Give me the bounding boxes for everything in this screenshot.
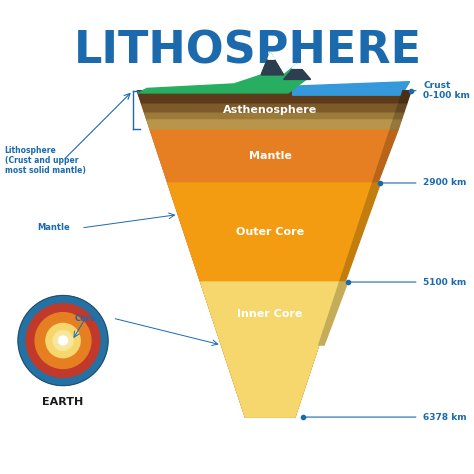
Text: Asthenosphere: Asthenosphere — [223, 105, 317, 115]
Circle shape — [53, 331, 73, 350]
Polygon shape — [390, 120, 401, 129]
Polygon shape — [399, 91, 411, 104]
Text: Core: Core — [74, 313, 97, 322]
Circle shape — [49, 313, 67, 331]
Text: Crust
0-100 km: Crust 0-100 km — [423, 81, 470, 100]
Text: Outer Core: Outer Core — [236, 228, 304, 237]
Text: 6378 km: 6378 km — [423, 412, 467, 421]
Text: 5100 km: 5100 km — [423, 277, 466, 286]
Polygon shape — [268, 53, 274, 59]
Polygon shape — [138, 53, 306, 93]
Text: Mantle: Mantle — [249, 151, 292, 161]
Text: Inner Core: Inner Core — [237, 309, 303, 319]
Circle shape — [35, 313, 91, 368]
Circle shape — [46, 323, 80, 358]
Polygon shape — [373, 129, 398, 183]
Circle shape — [26, 304, 100, 377]
Text: LITHOSPHERE: LITHOSPHERE — [73, 30, 422, 73]
Text: Mantle: Mantle — [37, 224, 71, 232]
Polygon shape — [137, 91, 403, 104]
Text: Lithosphere
(Crust and upper
most solid mantle): Lithosphere (Crust and upper most solid … — [4, 146, 85, 175]
Circle shape — [18, 295, 108, 385]
Circle shape — [70, 320, 92, 343]
Polygon shape — [145, 113, 395, 120]
Circle shape — [58, 336, 67, 345]
Polygon shape — [319, 282, 348, 345]
Text: EARTH: EARTH — [42, 397, 83, 407]
Polygon shape — [390, 91, 411, 129]
Polygon shape — [395, 104, 407, 113]
Circle shape — [55, 332, 71, 349]
Circle shape — [34, 338, 65, 370]
Text: 2900 km: 2900 km — [423, 179, 466, 188]
Polygon shape — [261, 53, 283, 75]
Polygon shape — [142, 104, 399, 113]
Polygon shape — [147, 120, 393, 129]
Polygon shape — [292, 82, 410, 95]
Polygon shape — [393, 113, 403, 120]
Polygon shape — [201, 282, 339, 417]
Polygon shape — [137, 91, 403, 417]
Polygon shape — [168, 183, 373, 417]
Polygon shape — [339, 183, 381, 282]
Polygon shape — [150, 129, 390, 417]
Polygon shape — [292, 64, 304, 68]
Polygon shape — [283, 64, 310, 80]
